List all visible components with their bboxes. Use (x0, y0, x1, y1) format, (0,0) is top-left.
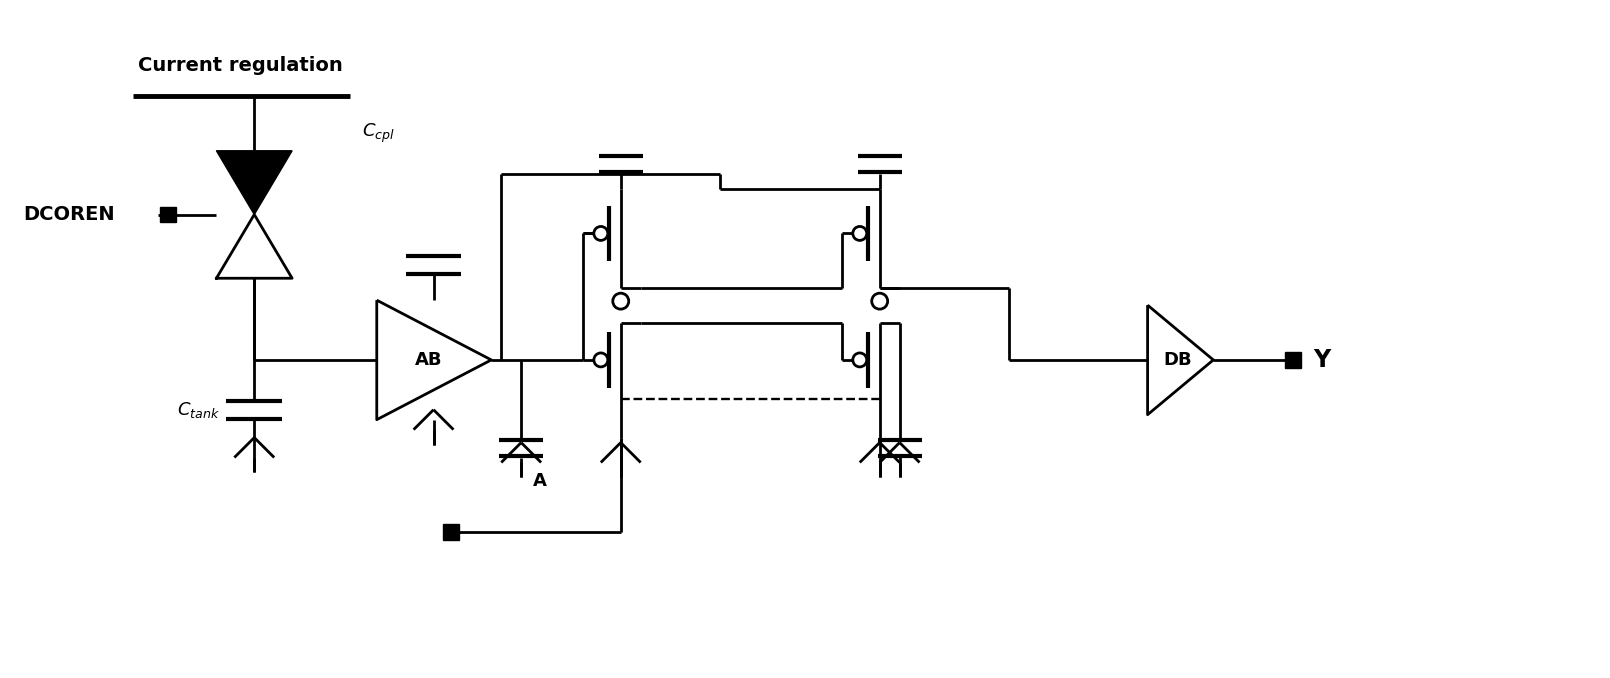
Circle shape (613, 293, 630, 309)
Polygon shape (216, 214, 291, 278)
Bar (443, 524, 459, 540)
Text: C$_{tank}$: C$_{tank}$ (177, 400, 219, 420)
Circle shape (594, 353, 609, 367)
Circle shape (871, 293, 887, 309)
Text: DCOREN: DCOREN (23, 205, 114, 224)
Bar (1285, 352, 1301, 368)
Text: Current regulation: Current regulation (138, 56, 343, 75)
Text: AB: AB (415, 351, 443, 369)
Circle shape (853, 353, 866, 367)
Text: C$_{cpl}$: C$_{cpl}$ (362, 122, 394, 146)
Polygon shape (1148, 305, 1214, 415)
Circle shape (594, 226, 609, 241)
Bar (159, 207, 175, 222)
Polygon shape (377, 300, 491, 420)
Circle shape (853, 226, 866, 241)
Text: A: A (533, 473, 547, 490)
Text: DB: DB (1162, 351, 1191, 369)
Polygon shape (216, 151, 291, 214)
Text: Y: Y (1312, 348, 1330, 372)
